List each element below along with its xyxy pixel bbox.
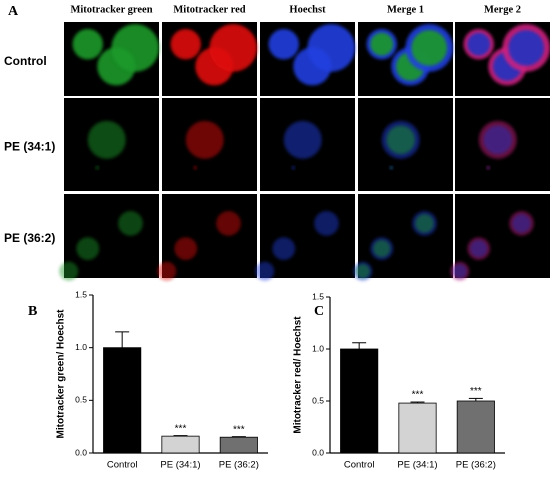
cell-cluster bbox=[76, 237, 100, 260]
cell-cluster bbox=[314, 211, 339, 236]
cell-cluster bbox=[272, 237, 296, 260]
cell-cluster bbox=[170, 29, 201, 60]
significance: *** bbox=[470, 386, 482, 397]
micrograph bbox=[260, 22, 355, 96]
micrograph bbox=[358, 22, 453, 96]
y-tick-label: 1.5 bbox=[75, 289, 87, 299]
micrograph bbox=[157, 194, 257, 281]
cell-cluster bbox=[512, 214, 531, 233]
cell-cluster bbox=[87, 120, 126, 159]
micrograph bbox=[162, 22, 257, 96]
bar bbox=[161, 435, 200, 454]
cell-cluster bbox=[411, 30, 448, 66]
y-tick-label: 0.0 bbox=[75, 447, 87, 457]
micrograph bbox=[358, 98, 453, 191]
cell-cluster bbox=[486, 166, 490, 170]
cell-cluster bbox=[389, 166, 393, 170]
micrograph bbox=[64, 22, 159, 96]
cell-cluster bbox=[467, 32, 491, 56]
cell-cluster bbox=[291, 165, 296, 170]
cell-cluster bbox=[283, 120, 322, 159]
bar bbox=[398, 402, 437, 454]
significance: *** bbox=[175, 423, 187, 434]
panel-label: B bbox=[28, 304, 37, 319]
error-bar bbox=[410, 401, 425, 404]
panel-label: C bbox=[314, 304, 324, 319]
cell-cluster bbox=[307, 24, 355, 72]
error-bar bbox=[115, 331, 130, 348]
panel-label: A bbox=[8, 4, 19, 19]
micrograph bbox=[260, 98, 355, 191]
cell-cluster bbox=[59, 261, 79, 281]
micrograph bbox=[255, 194, 355, 281]
micrograph bbox=[162, 98, 257, 191]
cell-cluster bbox=[209, 24, 257, 72]
column-header: Merge 2 bbox=[484, 4, 521, 15]
cell-cluster bbox=[386, 125, 415, 155]
cell-cluster bbox=[268, 29, 299, 60]
cell-cluster bbox=[452, 264, 467, 279]
micrograph-bg bbox=[455, 194, 550, 278]
error-bar bbox=[468, 397, 483, 401]
significance: *** bbox=[233, 424, 245, 435]
cell-cluster bbox=[111, 24, 159, 72]
row-label: Control bbox=[4, 54, 47, 68]
error-bar bbox=[173, 435, 188, 437]
micrograph-bg bbox=[64, 194, 159, 278]
x-tick-label: PE (36:2) bbox=[456, 460, 496, 471]
cell-cluster bbox=[415, 214, 434, 233]
cell-cluster bbox=[470, 240, 488, 258]
cell-cluster bbox=[193, 165, 198, 170]
micrograph-bg bbox=[358, 194, 453, 278]
micrograph bbox=[455, 98, 550, 191]
x-tick-label: PE (34:1) bbox=[397, 460, 437, 471]
cell-cluster bbox=[185, 120, 224, 159]
x-tick-label: Control bbox=[107, 460, 138, 471]
y-tick-label: 0.5 bbox=[75, 395, 87, 405]
cell-cluster bbox=[118, 211, 143, 236]
bar bbox=[103, 347, 142, 454]
column-header: Merge 1 bbox=[387, 4, 424, 15]
column-header: Mitotracker green bbox=[70, 4, 152, 15]
column-header: Mitotracker red bbox=[173, 4, 245, 15]
cell-cluster bbox=[72, 29, 103, 60]
column-header: Hoechst bbox=[289, 4, 326, 15]
cell-cluster bbox=[255, 261, 275, 281]
micrograph bbox=[59, 194, 159, 281]
cell-cluster bbox=[370, 32, 394, 56]
x-tick-label: PE (34:1) bbox=[160, 460, 200, 471]
y-tick-label: 0.0 bbox=[312, 447, 324, 457]
cell-cluster bbox=[483, 125, 512, 155]
micrograph bbox=[455, 22, 550, 96]
row-label: PE (36:2) bbox=[4, 231, 55, 245]
y-tick-label: 1.5 bbox=[312, 291, 324, 301]
cell-cluster bbox=[157, 261, 177, 281]
bar bbox=[219, 436, 258, 454]
y-axis-label: Mitotracker green/ Hoechst bbox=[56, 309, 67, 439]
cell-cluster bbox=[95, 165, 100, 170]
y-axis-label: Mitotracker red/ Hoechst bbox=[293, 316, 304, 434]
cell-cluster bbox=[508, 30, 545, 66]
y-tick-label: 1.0 bbox=[312, 343, 324, 353]
cell-cluster bbox=[216, 211, 241, 236]
error-bar bbox=[231, 436, 246, 438]
micrograph-bg bbox=[162, 194, 257, 278]
row-label: PE (34:1) bbox=[4, 140, 55, 154]
micrograph bbox=[450, 194, 550, 281]
y-tick-label: 0.5 bbox=[312, 395, 324, 405]
micrograph-bg bbox=[260, 194, 355, 278]
micrograph bbox=[64, 98, 159, 191]
x-tick-label: PE (36:2) bbox=[219, 460, 259, 471]
significance: *** bbox=[412, 390, 424, 401]
micrograph bbox=[353, 194, 453, 281]
error-bar bbox=[352, 342, 367, 349]
cell-cluster bbox=[355, 264, 370, 279]
cell-cluster bbox=[174, 237, 198, 260]
cell-cluster bbox=[373, 240, 391, 258]
y-tick-label: 1.0 bbox=[75, 342, 87, 352]
bar bbox=[456, 400, 495, 454]
bar bbox=[340, 348, 379, 454]
x-tick-label: Control bbox=[344, 460, 375, 471]
